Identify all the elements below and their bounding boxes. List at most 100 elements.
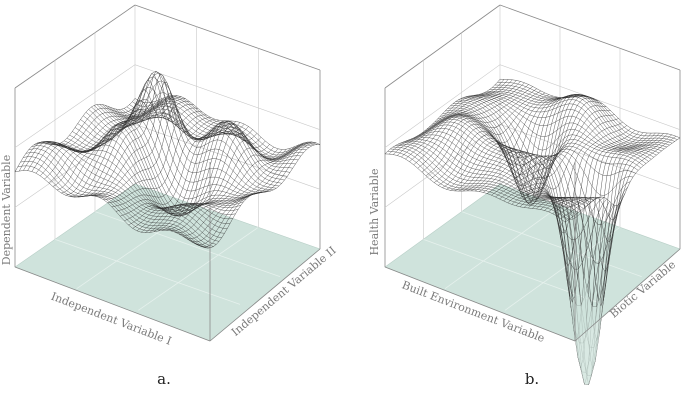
mesh-line [183, 142, 304, 239]
mesh-line [409, 82, 525, 162]
floor-gridline [138, 227, 259, 311]
pit-cell [589, 306, 597, 348]
mesh-line [170, 147, 291, 231]
mesh-line [421, 88, 537, 173]
back-walls-b [384, 4, 681, 267]
mesh-line [107, 120, 228, 203]
pit-cell [593, 296, 601, 348]
pit-cell [591, 334, 598, 376]
mesh-line [458, 96, 574, 205]
mesh-line [433, 94, 550, 183]
mesh-line [462, 95, 578, 205]
mesh-line [149, 126, 270, 233]
mesh-line [393, 79, 509, 155]
mesh-line [78, 73, 199, 198]
mesh-line [31, 102, 152, 172]
mesh-line [48, 96, 169, 183]
mesh-line [388, 79, 505, 155]
mesh-line [14, 98, 136, 172]
mesh-line [128, 126, 249, 226]
floor-gridline [76, 205, 197, 289]
mesh-line [88, 71, 274, 190]
mesh-line [417, 86, 533, 169]
wireframe-surface-b [384, 79, 681, 385]
pit-cell [573, 329, 581, 368]
floor-grid-b [423, 205, 642, 311]
mesh-line [35, 100, 157, 174]
mesh-line [199, 144, 321, 249]
mesh-line [401, 80, 517, 158]
mesh-line [136, 120, 258, 231]
mesh-line [499, 114, 615, 200]
mesh-line [491, 105, 607, 196]
pit-cell [572, 295, 579, 339]
wall-gridline [14, 123, 321, 208]
pit-cell [574, 277, 582, 331]
mesh-line [140, 120, 262, 233]
surface-plot-b: Health Variable Built Environment Variab… [368, 4, 681, 388]
mesh-line [19, 100, 140, 172]
mesh-line [438, 95, 554, 186]
mesh-line [103, 119, 224, 200]
panel-label-a: a. [157, 370, 171, 388]
mesh-line [115, 121, 237, 212]
frame-edge-a [14, 4, 136, 89]
mesh-line [499, 79, 681, 139]
mesh-line [507, 122, 623, 208]
pit-cell [585, 295, 593, 347]
mesh-line [552, 133, 668, 273]
mesh-line [564, 137, 681, 223]
wall-gridline [384, 123, 681, 208]
mesh-line [40, 99, 161, 176]
floor-gridline [423, 238, 604, 305]
pit-cell [584, 375, 592, 385]
mesh-line [73, 79, 194, 198]
frame-edge-b [499, 4, 681, 71]
pit-cell [596, 300, 604, 341]
pit-cell [576, 330, 584, 368]
mesh-line [195, 142, 316, 247]
mesh-line [458, 99, 639, 202]
mesh-line [56, 95, 178, 191]
mesh-line [556, 134, 672, 243]
pit-cell [595, 310, 602, 361]
pit-cell [581, 275, 589, 333]
mesh-line [479, 95, 595, 192]
mesh-line [425, 90, 541, 176]
pit-cell [583, 332, 590, 376]
mesh-line [65, 98, 186, 196]
wall-gridline [384, 64, 681, 148]
frame-edge-a [134, 4, 321, 71]
mesh-line [61, 96, 182, 194]
pit-cell [579, 307, 586, 360]
mesh-line [484, 92, 665, 150]
panel-label-b: b. [525, 370, 539, 388]
mesh-line [157, 140, 279, 232]
mesh-line [80, 98, 266, 194]
mesh-line [178, 144, 300, 236]
mesh-line [99, 106, 220, 198]
mesh-line [474, 94, 591, 192]
mesh-line [94, 93, 215, 197]
mesh-line [487, 101, 603, 194]
mesh-line [132, 122, 253, 229]
mesh-line [466, 94, 582, 200]
mesh-line [153, 132, 274, 232]
mesh-line [397, 79, 513, 156]
frame-edge-b [574, 248, 681, 342]
mesh-line [384, 79, 501, 155]
floor-gridline [461, 211, 642, 278]
floor-gridline [444, 205, 561, 289]
mesh-line [162, 147, 283, 231]
mesh-line [560, 136, 677, 221]
mesh-line [187, 141, 308, 242]
mesh-line [99, 104, 285, 181]
mesh-line [413, 84, 529, 165]
floor-gridline [54, 238, 241, 305]
mesh-line [548, 133, 664, 307]
mesh-line [515, 128, 632, 267]
mesh-line [90, 81, 211, 196]
wireframe-surface-a [14, 71, 321, 249]
mesh-line [503, 118, 619, 202]
